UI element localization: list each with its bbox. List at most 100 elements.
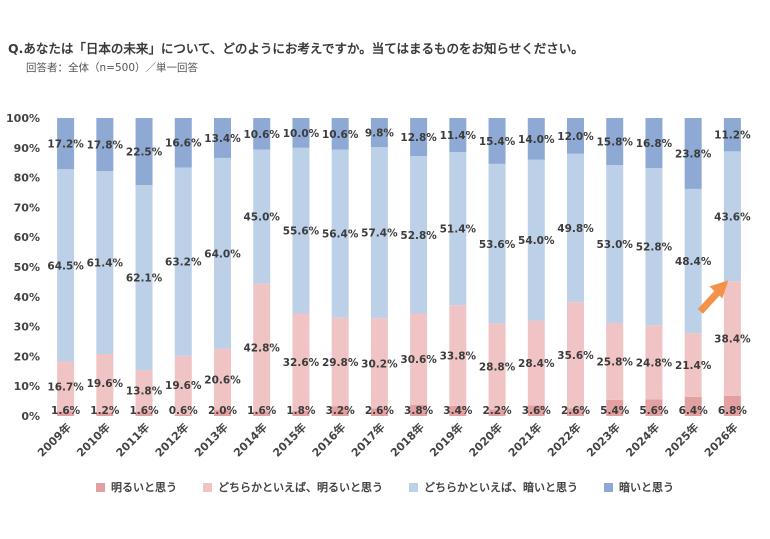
data-label: 17.2% [47,139,84,151]
bar-segment [684,118,702,189]
x-tick-label: 2018年 [387,420,426,459]
bar-segment [527,118,545,160]
bar-segment [174,118,192,168]
bar-segment [567,408,584,416]
bar-segment [488,118,506,164]
y-tick-label: 10% [14,380,40,393]
legend-item: 暗いと思う [604,479,674,495]
y-tick-label: 40% [14,291,40,304]
bar-segment [331,118,349,150]
data-label: 64.0% [204,248,241,260]
bar-segment [96,118,114,172]
data-label: 28.4% [518,358,555,370]
data-label: 5.4% [600,405,630,417]
bar-segment [684,396,702,416]
x-tick-label: 2010年 [74,420,113,459]
data-label: 48.4% [675,256,712,268]
bar-segment [645,168,663,326]
bar-segment [449,305,467,406]
annotation [697,280,729,314]
bar-segment [527,320,545,406]
legend-swatch [96,482,105,492]
x-tick-label: 2021年 [505,420,544,459]
x-tick-label: 2020年 [466,420,505,459]
y-tick-label: 50% [14,261,40,274]
bar-segment [567,153,584,303]
x-tick-label: 2019年 [427,420,466,459]
bar-segment [370,408,388,416]
legend-item: 明るいと思う [96,479,177,495]
bar-segment [645,399,663,416]
data-label: 62.1% [126,273,163,285]
data-label: 33.8% [440,351,477,363]
data-label: 2.2% [482,405,512,417]
data-label: 57.4% [361,228,398,240]
x-tick-label: 2013年 [191,420,230,459]
bar-segment [410,404,428,416]
data-label: 2.6% [561,405,591,417]
bar-segment [684,333,702,397]
data-label: 1.8% [286,405,316,417]
bar-segment [449,118,467,152]
y-tick-label: 70% [14,201,40,214]
y-tick-label: 20% [14,350,40,363]
x-tick-label: 2026年 [701,420,740,459]
bar-segment [645,325,663,400]
x-tick-label: 2017年 [348,420,387,459]
data-label: 5.6% [639,405,669,417]
legend-swatch [203,482,212,492]
respondents-note: 回答者：全体（n=500）／単一回答 [26,62,198,74]
data-label: 63.2% [165,257,202,269]
data-label: 56.4% [322,229,359,241]
bar-segment [57,361,75,412]
bar-segment [135,185,153,371]
x-tick-label: 2009年 [34,420,73,459]
data-label: 21.4% [675,360,712,372]
bar-segment [410,313,428,405]
data-label: 20.6% [204,374,241,386]
data-label: 1.6% [129,405,159,417]
bar-segment [449,405,467,416]
data-label: 1.2% [90,405,120,417]
bar-segment [174,167,192,356]
legend-item: どちらかといえば、明るいと思う [203,479,383,495]
bar-segment [135,118,153,186]
data-label: 55.6% [283,226,320,238]
bar-segment [331,317,349,407]
stacked-bar-chart: 0% 10% 20% 30% 40% 50% 60% 70% 80% 90% 100% 1.6% 16… [6,112,751,460]
x-tick-label: 2025年 [662,420,701,459]
data-label: 24.8% [636,357,673,369]
legend-label: 明るいと思う [111,481,177,494]
data-label: 19.6% [165,380,202,392]
data-label: 13.8% [126,386,163,398]
bar-segment [331,406,349,416]
data-label: 6.4% [679,405,709,417]
bar-segment [292,410,310,416]
data-label: 51.4% [440,224,477,236]
bar-segment [214,157,231,349]
bar-segment [57,411,75,416]
data-label: 10.0% [283,128,320,140]
bar-segment [606,118,624,166]
data-label: 30.6% [400,354,437,366]
legend-item: どちらかといえば、暗いと思う [409,479,578,495]
y-tick-label: 90% [14,142,40,155]
bar-segment [214,118,231,158]
x-tick-label: 2015年 [270,420,309,459]
y-tick-label: 30% [14,321,40,334]
bar-segment [253,283,271,412]
bar-segment [723,118,741,152]
data-label: 16.8% [636,138,673,150]
orange-arrow-icon [697,280,729,314]
legend-swatch [604,482,613,492]
bar-segment [410,156,428,314]
data-label: 14.0% [518,134,555,146]
data-label: 22.5% [126,147,163,159]
bar-segment [253,149,271,284]
x-tick-label: 2014年 [231,420,270,459]
bar-segment [527,405,545,416]
data-label: 9.8% [365,128,395,140]
legend-label: 暗いと思う [619,481,674,494]
legend-label: どちらかといえば、明るいと思う [218,481,383,494]
x-tick-label: 2016年 [309,420,348,459]
